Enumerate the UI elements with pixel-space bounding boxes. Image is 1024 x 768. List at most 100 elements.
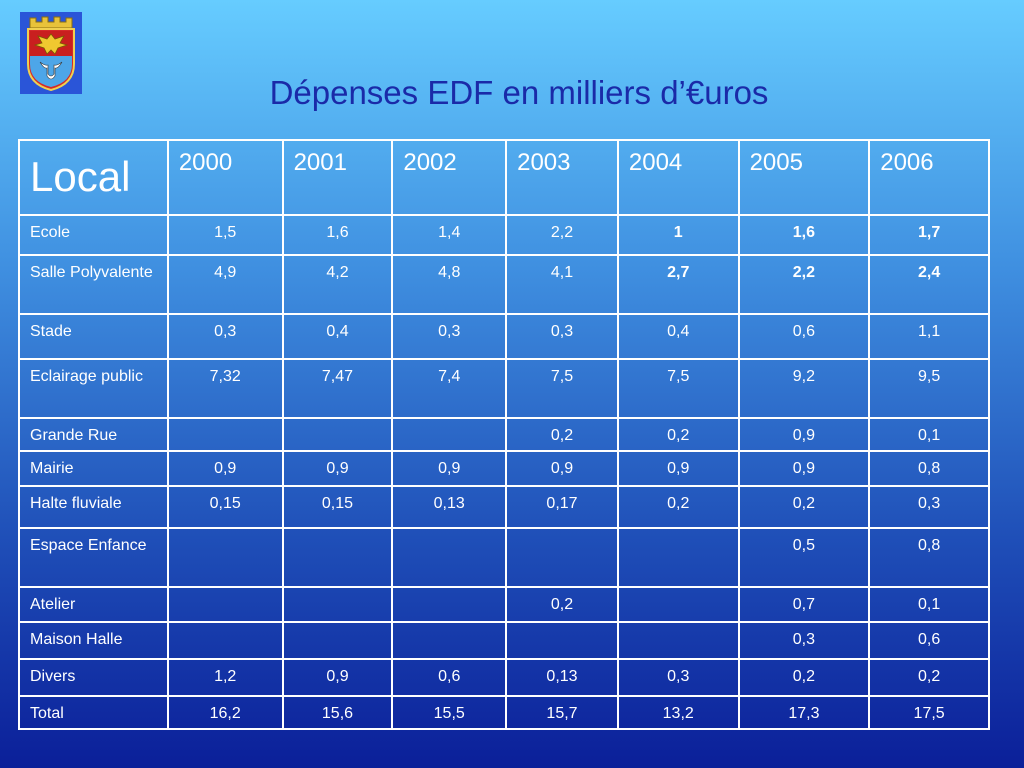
- table-cell: 17,3: [737, 695, 871, 730]
- row-label: Eclairage public: [18, 358, 169, 419]
- table-cell: [281, 417, 394, 452]
- table-cell: 0,6: [391, 658, 508, 697]
- column-header-year: 2004: [616, 139, 740, 216]
- table-row: Eclairage public 7,32 7,47 7,4 7,5 7,5 9,2 9,5: [18, 358, 990, 419]
- table-cell: 0,2: [505, 586, 619, 623]
- table-cell: [166, 621, 284, 660]
- table-cell: 0,17: [505, 485, 619, 529]
- row-label: Total: [18, 695, 169, 730]
- table-cell: 0,2: [505, 417, 619, 452]
- table-cell: 17,5: [868, 695, 990, 730]
- table-cell: [166, 417, 284, 452]
- table-cell: 1,1: [868, 313, 990, 360]
- table-cell: 0,4: [281, 313, 394, 360]
- table-cell: 0,9: [391, 450, 508, 487]
- column-header-year: 2002: [391, 139, 508, 216]
- table-row: Mairie 0,9 0,9 0,9 0,9 0,9 0,9 0,8: [18, 450, 990, 487]
- table-row: Ecole 1,5 1,6 1,4 2,2 1 1,6 1,7: [18, 214, 990, 256]
- table-cell: [616, 527, 740, 588]
- table-cell: 2,4: [868, 254, 990, 315]
- table-row: Stade 0,3 0,4 0,3 0,3 0,4 0,6 1,1: [18, 313, 990, 360]
- table-cell: 1,6: [281, 214, 394, 256]
- table-cell: 1: [616, 214, 740, 256]
- table-cell: [281, 527, 394, 588]
- expenses-table: Local 2000 2001 2002 2003 2004 2005 2006 Ecole 1…: [18, 139, 990, 730]
- table-cell: 2,2: [737, 254, 871, 315]
- table-cell: [281, 621, 394, 660]
- table-cell: 0,9: [281, 658, 394, 697]
- table-cell: 7,32: [166, 358, 284, 419]
- table-cell: [281, 586, 394, 623]
- table-row: Grande Rue 0,2 0,2 0,9 0,1: [18, 417, 990, 452]
- table-cell: 0,3: [868, 485, 990, 529]
- row-label: Salle Polyvalente: [18, 254, 169, 315]
- table-cell: 0,9: [505, 450, 619, 487]
- table-cell: 4,2: [281, 254, 394, 315]
- table-cell: [391, 527, 508, 588]
- table-cell: 0,8: [868, 450, 990, 487]
- column-header-local: Local: [18, 139, 169, 216]
- column-header-year: 2006: [868, 139, 990, 216]
- table-cell: 0,9: [281, 450, 394, 487]
- table-row: Total 16,2 15,6 15,5 15,7 13,2 17,3 17,5: [18, 695, 990, 730]
- table-cell: [166, 586, 284, 623]
- table-cell: 1,2: [166, 658, 284, 697]
- table-cell: 0,13: [391, 485, 508, 529]
- table-cell: [166, 527, 284, 588]
- table-cell: [505, 621, 619, 660]
- table-cell: 1,5: [166, 214, 284, 256]
- table-cell: 0,2: [737, 485, 871, 529]
- table-cell: 7,47: [281, 358, 394, 419]
- table-cell: 2,2: [505, 214, 619, 256]
- table-cell: [391, 417, 508, 452]
- row-label: Stade: [18, 313, 169, 360]
- table-cell: 4,1: [505, 254, 619, 315]
- table-row: Maison Halle 0,3 0,6: [18, 621, 990, 660]
- table-row: Halte fluviale 0,15 0,15 0,13 0,17 0,2 0,2 0,3: [18, 485, 990, 529]
- table-cell: [616, 586, 740, 623]
- table-cell: 15,5: [391, 695, 508, 730]
- table-cell: 0,3: [166, 313, 284, 360]
- table-cell: 0,3: [505, 313, 619, 360]
- table-cell: 0,2: [616, 417, 740, 452]
- table-cell: 0,1: [868, 417, 990, 452]
- column-header-year: 2001: [281, 139, 394, 216]
- table-cell: 0,1: [868, 586, 990, 623]
- row-label: Espace Enfance: [18, 527, 169, 588]
- table-cell: 7,4: [391, 358, 508, 419]
- table-cell: 0,9: [166, 450, 284, 487]
- table-cell: 4,9: [166, 254, 284, 315]
- table-cell: 0,15: [281, 485, 394, 529]
- table-cell: 9,5: [868, 358, 990, 419]
- table-cell: [391, 586, 508, 623]
- row-label: Mairie: [18, 450, 169, 487]
- row-label: Grande Rue: [18, 417, 169, 452]
- table-cell: 16,2: [166, 695, 284, 730]
- table-cell: 0,5: [737, 527, 871, 588]
- table-cell: 0,3: [737, 621, 871, 660]
- coat-of-arms-icon: [20, 12, 82, 94]
- table-cell: 1,7: [868, 214, 990, 256]
- column-header-year: 2000: [166, 139, 284, 216]
- table-cell: 0,9: [616, 450, 740, 487]
- row-label: Ecole: [18, 214, 169, 256]
- table-cell: 0,15: [166, 485, 284, 529]
- table-cell: [616, 621, 740, 660]
- column-header-year: 2005: [737, 139, 871, 216]
- table-cell: 0,9: [737, 417, 871, 452]
- table-cell: 0,3: [616, 658, 740, 697]
- table-row: Divers 1,2 0,9 0,6 0,13 0,3 0,2 0,2: [18, 658, 990, 697]
- table-cell: 1,6: [737, 214, 871, 256]
- table-cell: 0,9: [737, 450, 871, 487]
- table-cell: 15,6: [281, 695, 394, 730]
- slide-title: Dépenses EDF en milliers d’€uros: [269, 74, 769, 111]
- table-row: Salle Polyvalente 4,9 4,2 4,8 4,1 2,7 2,2 2,4: [18, 254, 990, 315]
- table-cell: 4,8: [391, 254, 508, 315]
- table-cell: [505, 527, 619, 588]
- table-cell: 0,6: [737, 313, 871, 360]
- column-header-year: 2003: [505, 139, 619, 216]
- table-cell: 0,6: [868, 621, 990, 660]
- row-label: Atelier: [18, 586, 169, 623]
- row-label: Maison Halle: [18, 621, 169, 660]
- table-row: Espace Enfance 0,5 0,8: [18, 527, 990, 588]
